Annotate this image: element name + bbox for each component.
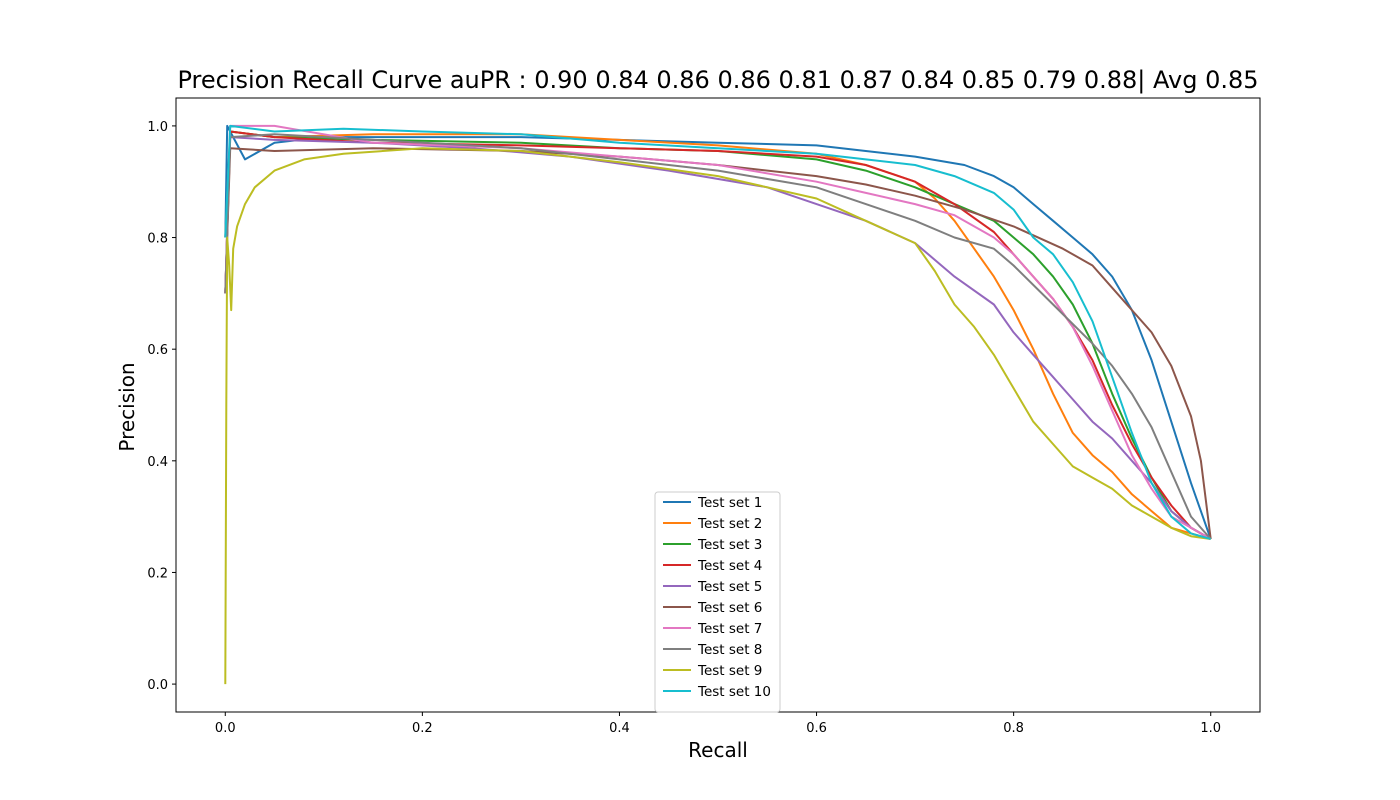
- legend-box: [654, 491, 781, 713]
- series-line-5: [224, 136, 1212, 540]
- x-axis-label: Recall: [688, 738, 748, 762]
- chart-title: Precision Recall Curve auPR : 0.90 0.84 …: [177, 66, 1258, 94]
- series-group: [224, 124, 1212, 685]
- series-line-10: [224, 124, 1211, 540]
- axes: 0.0 0.2 0.4 0.6 0.8 1.0 0.0 0.2 0.4 0.6 0.8 1.0: [147, 97, 1261, 736]
- y-tick-label: 0.6: [147, 343, 168, 358]
- legend-label-6: Test set 6: [697, 600, 762, 616]
- x-tick-label: 0.2: [412, 721, 433, 736]
- legend-label-8: Test set 8: [697, 642, 762, 658]
- plot-area: [224, 124, 1212, 685]
- y-axis-label: Precision: [115, 362, 139, 451]
- legend-label-7: Test set 7: [697, 621, 762, 637]
- legend-label-4: Test set 4: [697, 558, 762, 574]
- y-tick-label: 0.0: [147, 678, 168, 693]
- x-tick-label: 0.6: [806, 721, 827, 736]
- series-line-8: [224, 133, 1212, 540]
- legend-label-1: Test set 1: [697, 495, 762, 511]
- legend-label-5: Test set 5: [697, 579, 762, 595]
- legend-label-9: Test set 9: [697, 663, 762, 679]
- series-line-9: [224, 147, 1211, 685]
- legend-label-3: Test set 3: [697, 537, 762, 553]
- y-tick-label: 1.0: [147, 120, 168, 135]
- legend-label-2: Test set 2: [697, 516, 762, 532]
- y-tick-label: 0.8: [147, 232, 168, 247]
- y-tick-label: 0.4: [147, 455, 168, 470]
- y-tick-label: 0.2: [147, 566, 168, 581]
- x-tick-label: 1.0: [1200, 721, 1221, 736]
- legend-label-10: Test set 10: [697, 684, 771, 700]
- x-tick-label: 0.0: [215, 721, 236, 736]
- legend: Test set 1 Test set 2 Test set 3 Test set 4…: [654, 491, 781, 713]
- x-tick-label: 0.8: [1003, 721, 1024, 736]
- x-tick-label: 0.4: [609, 721, 630, 736]
